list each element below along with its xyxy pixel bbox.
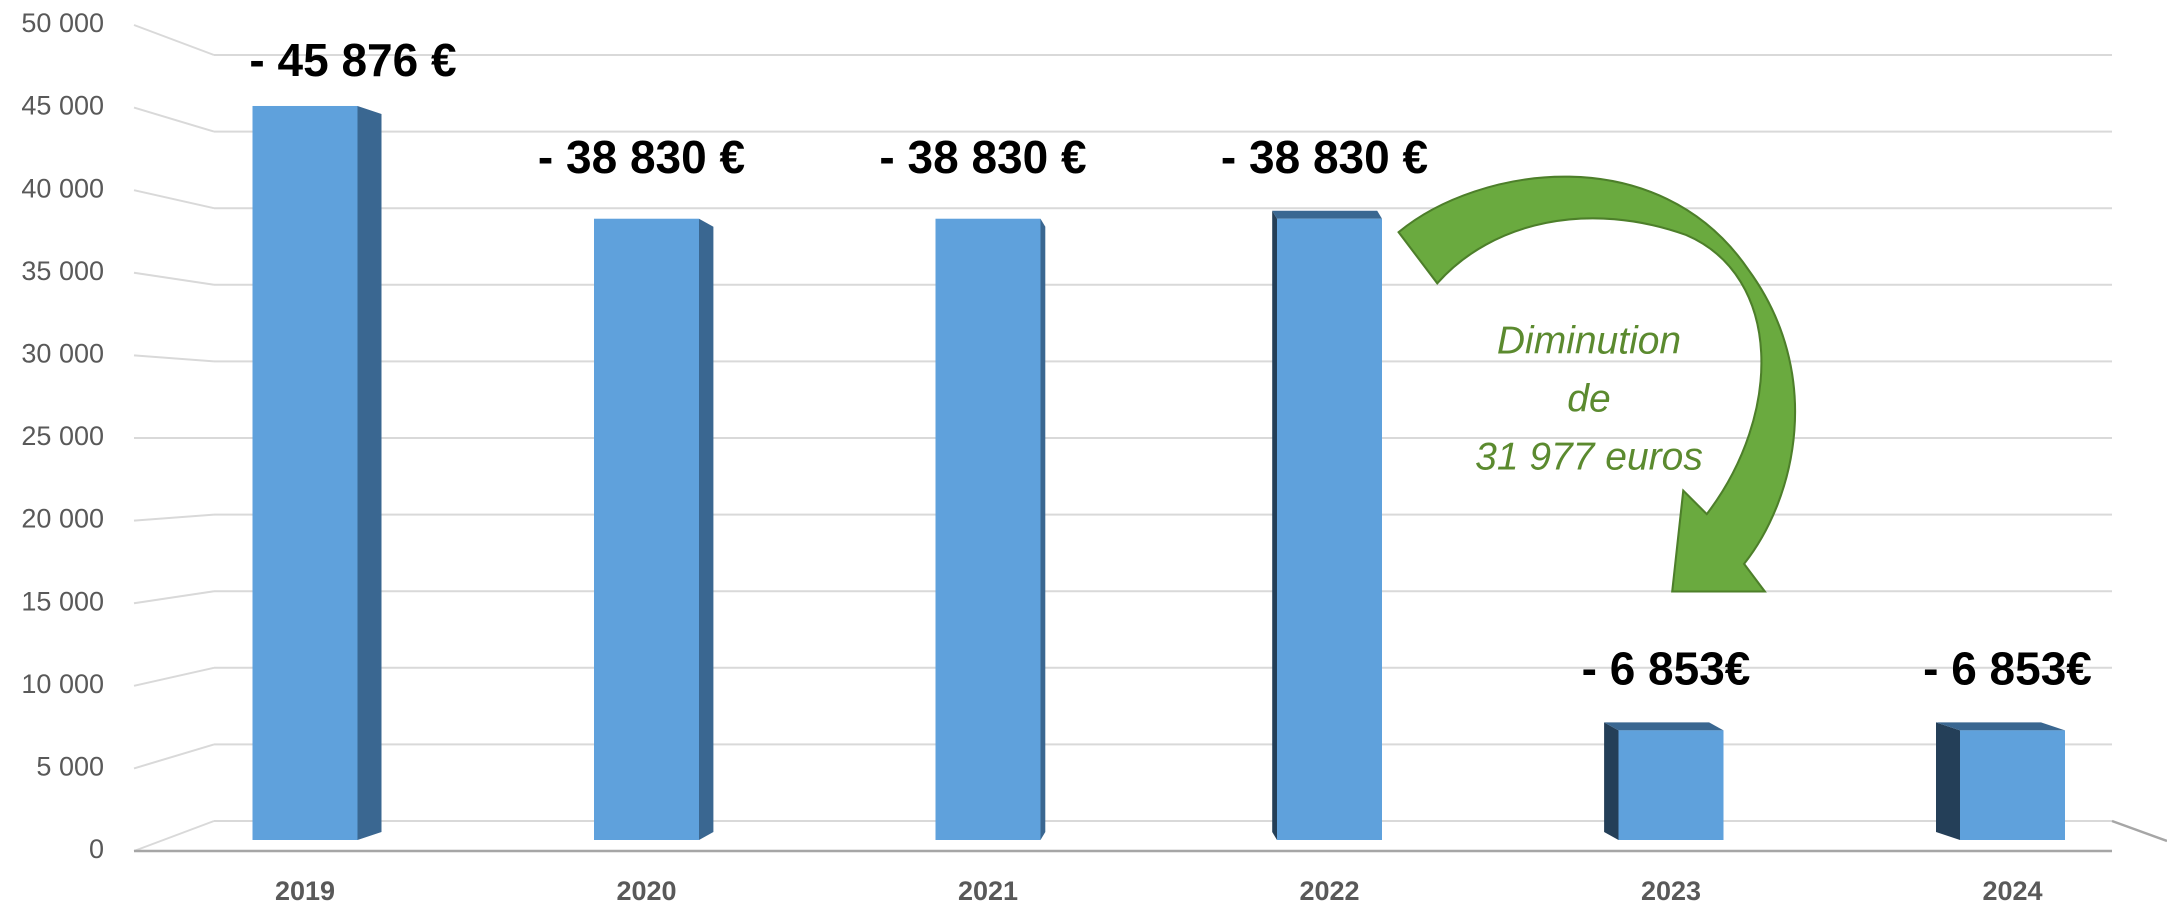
y-tick-label: 20 000 [21,504,104,534]
grid-connector [133,513,215,522]
bar-side [1604,722,1619,840]
bar [1960,730,2065,840]
grid-connector [133,743,215,770]
grid-connector [133,666,215,687]
bar-side [1040,218,1046,841]
y-tick-label: 15 000 [21,586,104,616]
bar-top [1604,722,1724,731]
bar [1618,730,1724,840]
bar-side [357,105,382,840]
bar [594,218,699,841]
data-label: - 45 876 € [249,34,456,86]
y-tick-label: 50 000 [21,8,104,38]
x-tick-label: 2021 [958,876,1018,906]
y-tick-label: 25 000 [21,421,104,451]
grid-connector [133,189,215,210]
y-tick-label: 0 [89,834,104,864]
arrow-shape [1397,175,1797,593]
annotation: 31 977 euros [1475,435,1703,478]
x-tick-label: 2020 [616,876,676,906]
x-tick-label: 2023 [1641,876,1701,906]
data-label: - 6 853€ [1582,643,1751,695]
y-tick-label: 45 000 [21,91,104,121]
x-tick-label: 2022 [1299,876,1359,906]
bar [252,105,358,840]
annotation: de [1567,377,1610,420]
y-tick-label: 5 000 [36,752,104,782]
grid-connector [133,106,215,133]
y-tick-label: 30 000 [21,339,104,369]
grid-connector [133,271,215,286]
floor-edge [2111,819,2167,843]
data-label: - 38 830 € [1221,131,1428,183]
bar [1277,218,1382,841]
arrow [1397,175,1797,593]
bar-top [1936,722,2065,731]
y-tick-label: 35 000 [21,256,104,286]
annotation: Diminution [1497,319,1681,362]
x-tick-label: 2024 [1982,876,2042,906]
data-label: - 6 853€ [1923,643,2092,695]
x-tick-label: 2019 [275,876,335,906]
grid-connector [133,590,215,605]
bar-side [1936,722,1960,840]
y-tick-label: 40 000 [21,173,104,203]
y-tick-label: 10 000 [21,669,104,699]
data-label: - 38 830 € [538,131,745,183]
bar [935,218,1041,841]
bar-top [1272,210,1382,219]
bar-side [1272,210,1277,841]
grid-connector [133,820,215,852]
grid-connector [133,24,215,56]
data-label: - 38 830 € [879,131,1086,183]
bar-side [699,218,714,841]
grid-connector [133,354,215,363]
